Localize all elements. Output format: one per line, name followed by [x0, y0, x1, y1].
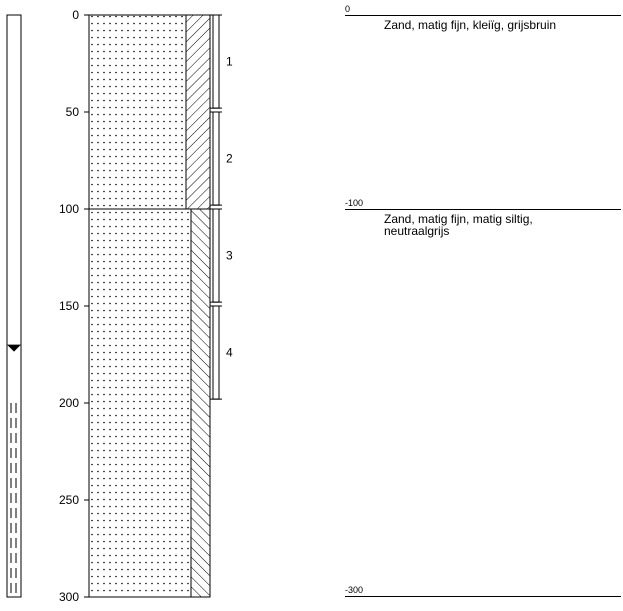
sample-tube-bar [212, 208, 220, 303]
sand-texture [88, 208, 192, 598]
colour-hatch [190, 208, 211, 598]
sample-tube-bar [212, 305, 220, 400]
sand-texture [88, 14, 187, 210]
depth-tick-label: 150 [59, 299, 79, 313]
lithology-layer [88, 14, 211, 210]
groundwater-level-icon [7, 344, 21, 352]
well-screen [10, 403, 17, 597]
sample-tube-bar [212, 111, 220, 206]
depth-axis: 0 50 100 150 200 250 300 [59, 8, 90, 604]
well-column [6, 14, 22, 598]
layer-description-text: neutraalgrijs [384, 224, 449, 238]
depth-tick-label: 100 [59, 202, 79, 216]
lithology-column [88, 14, 211, 598]
sample-tube: 1 [210, 14, 233, 109]
sample-tube-bar [212, 14, 220, 109]
lithology-layer [88, 208, 211, 598]
well-casing [6, 14, 22, 598]
colour-hatch [185, 14, 211, 210]
depth-tick-label: 300 [59, 590, 79, 604]
layer-description: 0 Zand, matig fijn, kleiïg, grijsbruin [345, 4, 621, 32]
bottom-level-label: -300 [345, 585, 363, 595]
depth-tick-label: 0 [72, 8, 79, 22]
sample-tube-label: 2 [226, 152, 233, 166]
sample-tube-label: 3 [226, 249, 233, 263]
sample-tube-label: 4 [226, 346, 233, 360]
layer-level-label: -100 [345, 198, 363, 208]
sample-tube: 4 [210, 305, 233, 400]
bottom-level: -300 [345, 585, 621, 597]
depth-tick-label: 50 [66, 105, 80, 119]
layer-description: -100 Zand, matig fijn, matig siltig,neutr… [345, 198, 621, 238]
sample-tubes: 1 2 3 4 [210, 14, 233, 400]
layer-description-text: Zand, matig fijn, matig siltig, [384, 212, 533, 226]
sample-tube: 2 [210, 111, 233, 206]
depth-tick-label: 200 [59, 396, 79, 410]
sample-tube-label: 1 [226, 55, 233, 69]
layer-level-label: 0 [345, 4, 350, 14]
layer-descriptions: 0 Zand, matig fijn, kleiïg, grijsbruin -10… [345, 4, 621, 597]
layer-description-text: Zand, matig fijn, kleiïg, grijsbruin [384, 18, 556, 32]
sample-tube: 3 [210, 208, 233, 303]
depth-tick-label: 250 [59, 493, 79, 507]
